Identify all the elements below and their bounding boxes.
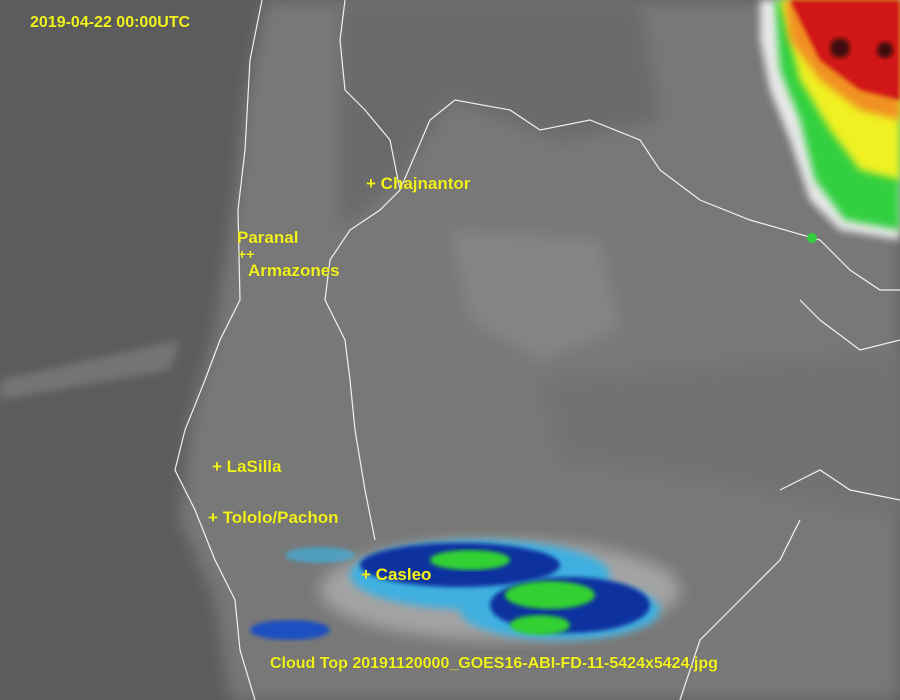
site-marker: + xyxy=(246,246,255,262)
site-marker: + xyxy=(361,565,371,584)
site-name: Casleo xyxy=(375,565,432,584)
site-marker: + xyxy=(238,246,247,262)
site-armazones-name: Armazones xyxy=(248,261,340,280)
storm-south xyxy=(250,540,680,640)
image-caption: Cloud Top 20191120000_GOES16-ABI-FD-11-5… xyxy=(270,655,718,672)
site-name: LaSilla xyxy=(226,457,282,476)
site-chajnantor: + Chajnantor xyxy=(366,175,470,192)
site-marker: + xyxy=(366,174,376,193)
site-marker: + xyxy=(208,508,218,527)
site-lasilla: + LaSilla xyxy=(212,458,281,475)
storm-northeast xyxy=(760,0,900,243)
timestamp-label: 2019-04-22 00:00UTC xyxy=(30,14,191,31)
site-marker: + xyxy=(212,457,222,476)
site-casleo: + Casleo xyxy=(361,566,431,583)
borders xyxy=(174,0,900,700)
site-name: Chajnantor xyxy=(380,174,471,193)
site-name: Tololo/Pachon xyxy=(222,508,339,527)
site-paranal-name: Paranal xyxy=(237,228,299,247)
site-paranal-armazones-markers: ++ xyxy=(238,247,254,261)
site-tololo-pachon: + Tololo/Pachon xyxy=(208,509,339,526)
